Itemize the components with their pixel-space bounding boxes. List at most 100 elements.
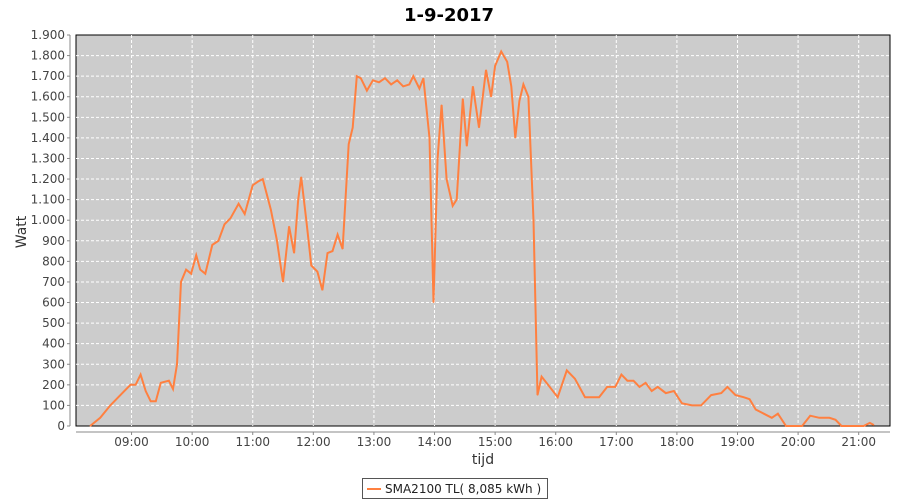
data-point: [620, 374, 622, 376]
data-point: [262, 178, 264, 180]
data-point: [238, 203, 240, 205]
data-point: [771, 417, 773, 419]
data-point: [204, 273, 206, 275]
data-point: [446, 178, 448, 180]
data-point: [270, 209, 272, 211]
data-point: [352, 127, 354, 129]
data-points: [89, 50, 875, 427]
data-point: [356, 75, 358, 77]
data-point: [150, 400, 152, 402]
data-point: [252, 184, 254, 186]
data-point: [651, 390, 653, 392]
data-point: [710, 394, 712, 396]
y-tick-label: 800: [42, 254, 65, 268]
y-tick-label: 200: [42, 378, 65, 392]
data-point: [305, 219, 307, 221]
data-point: [598, 396, 600, 398]
data-point: [337, 234, 339, 236]
legend-swatch: [367, 487, 381, 490]
data-point: [297, 199, 299, 201]
y-tick-label: 1.400: [31, 131, 65, 145]
data-point: [566, 369, 568, 371]
data-point: [456, 199, 458, 201]
x-tick-label: 17:00: [599, 435, 634, 449]
data-point: [160, 382, 162, 384]
data-point: [119, 394, 121, 396]
y-tick-label: 1.800: [31, 49, 65, 63]
data-point: [681, 402, 683, 404]
data-point: [466, 145, 468, 147]
y-tick-label: 1.000: [31, 213, 65, 227]
data-point: [130, 384, 132, 386]
y-tick-label: 400: [42, 337, 65, 351]
y-tick-label: 700: [42, 275, 65, 289]
y-tick-label: 300: [42, 357, 65, 371]
data-point: [300, 176, 302, 178]
data-point: [734, 394, 736, 396]
y-tick-label: 500: [42, 316, 65, 330]
data-point: [276, 240, 278, 242]
data-point: [606, 386, 608, 388]
data-point: [626, 380, 628, 382]
x-tick-label: 18:00: [660, 435, 695, 449]
chart-title: 1-9-2017: [404, 5, 494, 26]
x-tick-label: 13:00: [357, 435, 392, 449]
data-point: [532, 219, 534, 221]
data-point: [472, 85, 474, 87]
data-point: [412, 75, 414, 77]
data-point: [378, 81, 380, 83]
data-point: [763, 413, 765, 415]
x-tick-label: 11:00: [235, 435, 270, 449]
data-point: [673, 390, 675, 392]
data-point: [863, 425, 865, 427]
data-point: [494, 65, 496, 67]
data-point: [437, 157, 439, 159]
data-point: [396, 79, 398, 81]
data-point: [485, 69, 487, 71]
data-point: [462, 98, 464, 100]
data-point: [223, 223, 225, 225]
data-point: [326, 252, 328, 254]
data-point: [372, 79, 374, 81]
data-point: [441, 104, 443, 106]
legend-label: SMA2100 TL( 8,085 kWh ): [385, 481, 542, 496]
data-point: [288, 225, 290, 227]
data-point: [342, 248, 344, 250]
data-point: [180, 281, 182, 283]
data-point: [691, 404, 693, 406]
data-point: [332, 250, 334, 252]
data-point: [168, 380, 170, 382]
data-point: [293, 252, 295, 254]
data-point: [510, 85, 512, 87]
data-point: [230, 217, 232, 219]
x-tick-label: 12:00: [296, 435, 331, 449]
data-point: [574, 378, 576, 380]
data-point: [172, 388, 174, 390]
data-point: [145, 390, 147, 392]
y-tick-label: 1.200: [31, 172, 65, 186]
data-point: [366, 90, 368, 92]
data-point: [428, 137, 430, 139]
data-point: [557, 396, 559, 398]
data-point: [418, 88, 420, 90]
x-tick-label: 09:00: [114, 435, 149, 449]
data-point: [665, 392, 667, 394]
data-point: [185, 269, 187, 271]
x-axis-label: tijd: [472, 452, 494, 468]
data-point: [869, 422, 871, 424]
x-axis: 09:00 10:00 11:00 12:00 13:00 14:00 15:00 16:00…: [76, 431, 890, 449]
data-point: [195, 254, 197, 256]
x-tick-label: 19:00: [720, 435, 755, 449]
data-point: [785, 425, 787, 427]
y-tick-label: 600: [42, 296, 65, 310]
data-point: [777, 413, 779, 415]
y-axis: 0 100 200 300 400 500 600 700 800 900 1.000 1.100 1.…: [31, 28, 71, 433]
data-point: [211, 244, 213, 246]
data-point: [360, 77, 362, 79]
data-point: [834, 419, 836, 421]
data-point: [537, 394, 539, 396]
data-point: [801, 425, 803, 427]
data-point: [321, 289, 323, 291]
data-point: [217, 240, 219, 242]
data-point: [632, 380, 634, 382]
